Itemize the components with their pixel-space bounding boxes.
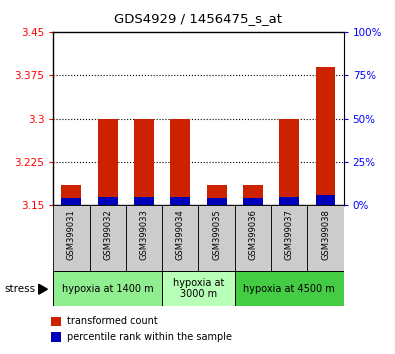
Text: GSM399034: GSM399034 xyxy=(176,210,185,260)
Text: hypoxia at
3000 m: hypoxia at 3000 m xyxy=(173,278,224,299)
Text: hypoxia at 1400 m: hypoxia at 1400 m xyxy=(62,284,154,293)
Text: percentile rank within the sample: percentile rank within the sample xyxy=(67,332,232,342)
Bar xyxy=(271,205,307,271)
Bar xyxy=(279,119,299,205)
Bar xyxy=(62,198,81,205)
Bar xyxy=(243,185,263,205)
Text: GSM399036: GSM399036 xyxy=(248,209,258,260)
Bar xyxy=(316,67,335,205)
Bar xyxy=(62,185,81,205)
Text: GSM399037: GSM399037 xyxy=(285,209,294,260)
Bar xyxy=(98,119,118,205)
Text: GDS4929 / 1456475_s_at: GDS4929 / 1456475_s_at xyxy=(113,12,282,25)
Bar xyxy=(307,205,344,271)
Bar xyxy=(162,271,235,306)
Bar xyxy=(316,195,335,205)
Bar xyxy=(162,205,199,271)
Bar xyxy=(207,185,227,205)
Bar xyxy=(279,197,299,205)
Text: stress: stress xyxy=(4,284,35,293)
Bar xyxy=(243,198,263,205)
Bar xyxy=(170,119,190,205)
Bar xyxy=(235,205,271,271)
Bar xyxy=(134,119,154,205)
Bar xyxy=(98,197,118,205)
Text: transformed count: transformed count xyxy=(67,316,158,326)
Bar xyxy=(235,271,344,306)
Bar xyxy=(90,205,126,271)
Bar xyxy=(207,198,227,205)
Text: GSM399033: GSM399033 xyxy=(139,209,149,260)
Bar xyxy=(126,205,162,271)
Bar xyxy=(53,205,90,271)
Text: GSM399035: GSM399035 xyxy=(212,210,221,260)
Bar xyxy=(199,205,235,271)
Text: GSM399032: GSM399032 xyxy=(103,210,112,260)
Text: GSM399031: GSM399031 xyxy=(67,210,76,260)
Text: hypoxia at 4500 m: hypoxia at 4500 m xyxy=(243,284,335,293)
Bar xyxy=(170,197,190,205)
Bar xyxy=(134,197,154,205)
Bar xyxy=(53,271,162,306)
Text: GSM399038: GSM399038 xyxy=(321,209,330,260)
